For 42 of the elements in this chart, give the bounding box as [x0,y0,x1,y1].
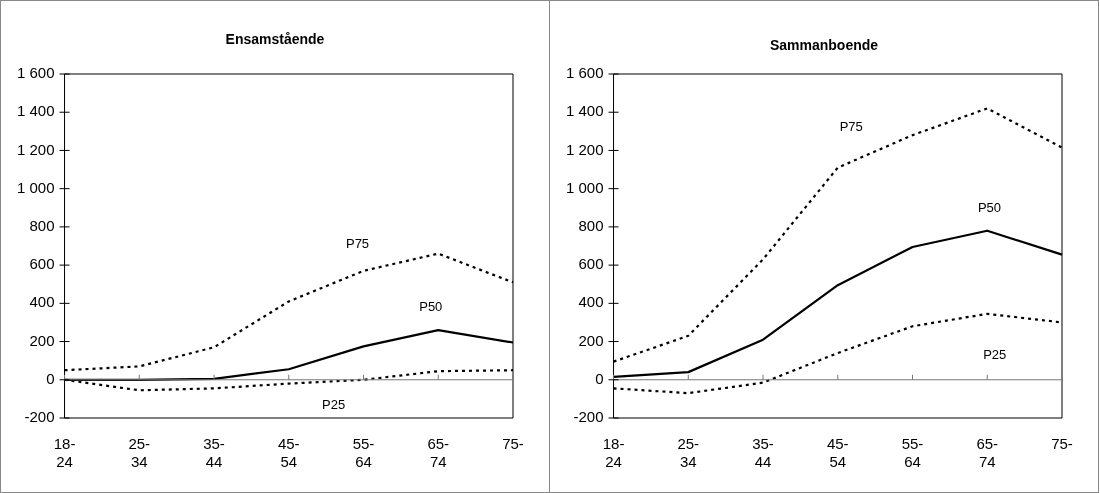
y-tick-label: 1 600 [565,64,604,82]
x-tick-label: 35-44 [752,435,774,471]
y-tick-label: 1 000 [565,178,604,196]
series-label: P75 [345,236,370,252]
y-tick-label: 1 200 [565,140,604,158]
y-tick-label: -200 [24,408,55,426]
series-label: P50 [977,199,1002,215]
y-tick-label: 800 [29,217,55,235]
x-tick-label: 65-74 [427,435,450,471]
y-tick-label: 1 400 [16,102,55,120]
x-tick-label: 65-74 [976,435,999,471]
chart-title: Ensamstående [224,31,326,47]
y-tick-label: 200 [29,331,55,349]
y-tick-label: -200 [573,408,604,426]
x-tick-label: 45-54 [826,435,849,471]
y-tick-label: 0 [595,369,604,387]
chart-title: Sammanboende [768,37,880,53]
y-tick-label: 1 000 [16,178,55,196]
y-tick-label: 400 [29,293,55,311]
y-tick-label: 600 [578,255,604,273]
y-tick-label: 200 [578,331,604,349]
series-label: P75 [839,119,863,135]
series-label: P50 [419,298,443,314]
x-tick-label: 55-64 [901,435,924,471]
y-tick-label: 600 [29,255,55,273]
x-tick-label: 25-34 [128,435,151,471]
x-tick-label: 18-24 [602,435,625,471]
x-tick-label: 18-24 [53,435,76,471]
x-tick-label: 55-64 [352,435,375,471]
y-tick-label: 0 [46,369,55,387]
x-tick-label: 75- [1051,435,1073,453]
x-tick-label: 35-44 [203,435,225,471]
x-tick-label: 45-54 [277,435,300,471]
x-tick-label: 25-34 [677,435,700,471]
y-tick-label: 400 [578,293,604,311]
series-label: P25 [322,397,346,413]
text: P25 [983,347,1007,363]
y-tick-label: 1 600 [16,64,55,82]
y-tick-label: 1 400 [565,102,604,120]
x-tick-label: 75- [502,435,524,453]
y-tick-label: 800 [578,217,604,235]
y-tick-label: 1 200 [16,140,55,158]
